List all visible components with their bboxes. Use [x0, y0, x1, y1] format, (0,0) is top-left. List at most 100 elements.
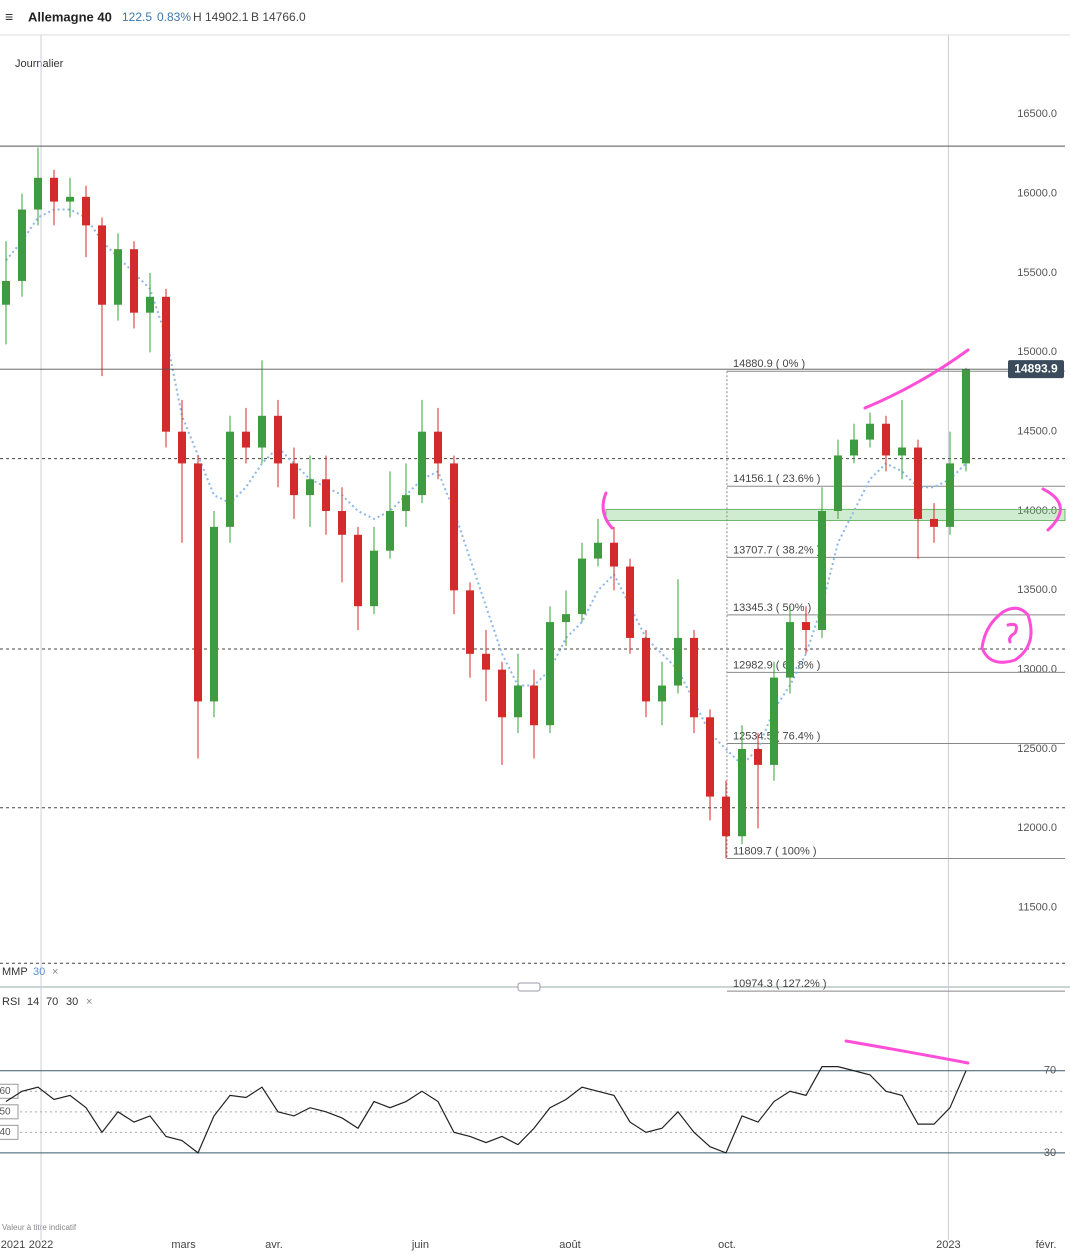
annotation-stroke [1041, 487, 1062, 532]
annotation-stroke [1006, 622, 1018, 644]
candle-body [706, 717, 714, 797]
change: 122.5 [122, 10, 152, 24]
annotation-stroke [844, 1039, 970, 1065]
rsi-guide-box [0, 1104, 19, 1120]
rsi-legend-close: × [86, 996, 92, 1008]
y-tick-label: 12000.0 [1017, 822, 1057, 834]
candle-body [626, 566, 634, 638]
candle-body [370, 550, 378, 607]
y-tick-label: 16500.0 [1017, 108, 1057, 120]
candle-body [66, 196, 74, 202]
candle-body [146, 296, 154, 313]
fib-label: 13707.7 ( 38.2% ) [733, 544, 820, 556]
candle-body [34, 177, 42, 210]
candle-body [514, 685, 522, 718]
x-tick-label: août [559, 1239, 580, 1251]
candle-body [850, 439, 858, 456]
candle-body [178, 431, 186, 464]
change-pct: 0.83% [157, 10, 191, 24]
candle-body [1, 280, 10, 305]
header-bar [0, 0, 1070, 35]
ma-legend-period: 30 [33, 966, 45, 978]
rsi-guide-box [0, 1083, 19, 1099]
y-tick-label: 13000.0 [1017, 664, 1057, 676]
annotation-stroke [980, 606, 1033, 664]
rsi-guide-box [0, 1124, 19, 1140]
x-tick-label: 2023 [936, 1239, 960, 1251]
candle-body [578, 558, 586, 615]
rsi-guide-label: 50 [0, 1106, 11, 1117]
candle-body [946, 463, 954, 527]
last-price-label: 14893.9 [1014, 361, 1058, 375]
rsi-line [5, 1066, 967, 1154]
y-tick-label: 14500.0 [1017, 426, 1057, 438]
timeframe: Journalier [15, 58, 64, 70]
candle-body [658, 685, 666, 702]
x-tick-label: mars [171, 1239, 196, 1251]
x-tick-label: 2022 [29, 1239, 53, 1251]
candle-body [722, 796, 730, 837]
candle-body [866, 423, 874, 440]
fib-label: 12982.9 ( 61.8% ) [733, 659, 820, 671]
y-tick-label: 12500.0 [1017, 743, 1057, 755]
candle-body [98, 225, 106, 305]
candle-body [530, 685, 538, 726]
candle-body [354, 534, 362, 607]
fib-label: 13345.3 ( 50% ) [733, 602, 811, 614]
candle-body [418, 431, 426, 496]
instrument[interactable]: Allemagne 40 [28, 9, 112, 24]
candle-body [898, 447, 906, 456]
pane-handle[interactable] [517, 982, 541, 992]
rsi-guide-label: 60 [0, 1086, 11, 1097]
rsi-legend-upper: 70 [46, 996, 58, 1008]
x-tick-label: 2021 [1, 1239, 25, 1251]
y-tick-label: 13500.0 [1017, 584, 1057, 596]
candle-body [402, 495, 410, 511]
rsi-tick-label: 30 [1044, 1147, 1056, 1159]
candle-body [258, 415, 266, 448]
candle-body [50, 177, 58, 202]
candle-body [770, 677, 778, 765]
ma-legend-close: × [52, 966, 58, 978]
x-tick-label: avr. [265, 1239, 283, 1251]
x-tick-label: oct. [718, 1239, 736, 1251]
candle-body [754, 749, 762, 765]
fib-label: 11809.7 ( 100% ) [733, 845, 817, 857]
candle-body [18, 209, 26, 281]
last-price-badge [1008, 360, 1064, 379]
candle-body [386, 511, 394, 551]
candle-body [274, 415, 282, 464]
rsi-tick-label: 70 [1044, 1065, 1056, 1077]
candle-body [226, 431, 234, 527]
rsi-guide-label: 40 [0, 1127, 11, 1138]
candle-body [546, 622, 554, 726]
candle-body [818, 511, 826, 630]
candle-body [162, 296, 170, 432]
x-tick-label: juin [411, 1239, 429, 1251]
fib-label: 14156.1 ( 23.6% ) [733, 473, 820, 485]
y-tick-label: 15500.0 [1017, 267, 1057, 279]
fib-label: 10974.3 ( 127.2% ) [733, 978, 827, 990]
menu-icon[interactable]: ≡ [5, 9, 13, 25]
candle-body [690, 637, 698, 718]
candle-body [466, 590, 474, 654]
support-zone [605, 508, 1066, 522]
candle-body [130, 249, 138, 313]
candle-body [930, 518, 938, 527]
candle-body [642, 637, 650, 702]
day-low: B 14766.0 [251, 10, 306, 24]
candle-body [194, 463, 202, 702]
candle-body [674, 637, 682, 686]
candle-body [450, 463, 458, 591]
ma-legend-name: MMP [2, 966, 28, 978]
candle-body [114, 249, 122, 305]
candle-body [834, 455, 842, 511]
rsi-legend-period: 14 [27, 996, 39, 1008]
x-tick-label: févr. [1036, 1239, 1057, 1251]
candle-body [306, 479, 314, 496]
candle-body [82, 196, 90, 226]
annotation-stroke [863, 348, 970, 410]
y-tick-label: 11500.0 [1018, 902, 1057, 914]
disclaimer: Valeur à titre indicatif [2, 1223, 77, 1232]
